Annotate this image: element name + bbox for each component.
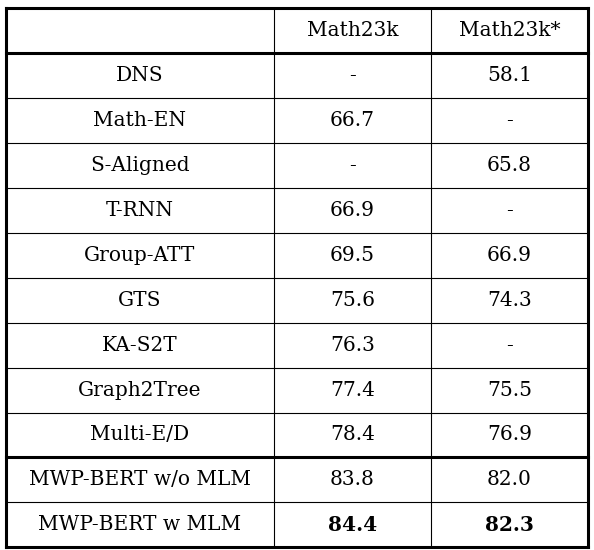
- Text: 78.4: 78.4: [330, 426, 375, 444]
- Text: Group-ATT: Group-ATT: [84, 246, 195, 265]
- Text: 66.7: 66.7: [330, 111, 375, 130]
- Text: 82.3: 82.3: [485, 515, 534, 535]
- Text: MWP-BERT w MLM: MWP-BERT w MLM: [38, 515, 241, 534]
- Text: 58.1: 58.1: [487, 66, 532, 85]
- Text: 74.3: 74.3: [487, 291, 532, 310]
- Text: Math-EN: Math-EN: [93, 111, 187, 130]
- Text: -: -: [349, 156, 356, 175]
- Text: DNS: DNS: [116, 66, 163, 85]
- Text: -: -: [506, 336, 513, 355]
- Text: MWP-BERT w/o MLM: MWP-BERT w/o MLM: [29, 470, 251, 490]
- Text: -: -: [506, 201, 513, 220]
- Text: KA-S2T: KA-S2T: [102, 336, 178, 355]
- Text: T-RNN: T-RNN: [106, 201, 174, 220]
- Text: 83.8: 83.8: [330, 470, 375, 490]
- Text: GTS: GTS: [118, 291, 162, 310]
- Text: 82.0: 82.0: [487, 470, 532, 490]
- Text: 76.3: 76.3: [330, 336, 375, 355]
- Text: 66.9: 66.9: [330, 201, 375, 220]
- Text: 76.9: 76.9: [487, 426, 532, 444]
- Text: 84.4: 84.4: [328, 515, 377, 535]
- Text: 66.9: 66.9: [487, 246, 532, 265]
- Text: 77.4: 77.4: [330, 381, 375, 399]
- Text: 69.5: 69.5: [330, 246, 375, 265]
- Text: 75.6: 75.6: [330, 291, 375, 310]
- Text: Graph2Tree: Graph2Tree: [78, 381, 201, 399]
- Text: Math23k: Math23k: [307, 21, 398, 40]
- Text: S-Aligned: S-Aligned: [90, 156, 189, 175]
- Text: 75.5: 75.5: [487, 381, 532, 399]
- Text: Math23k*: Math23k*: [459, 21, 560, 40]
- Text: -: -: [506, 111, 513, 130]
- Text: -: -: [349, 66, 356, 85]
- Text: 65.8: 65.8: [487, 156, 532, 175]
- Text: Multi-E/D: Multi-E/D: [90, 426, 189, 444]
